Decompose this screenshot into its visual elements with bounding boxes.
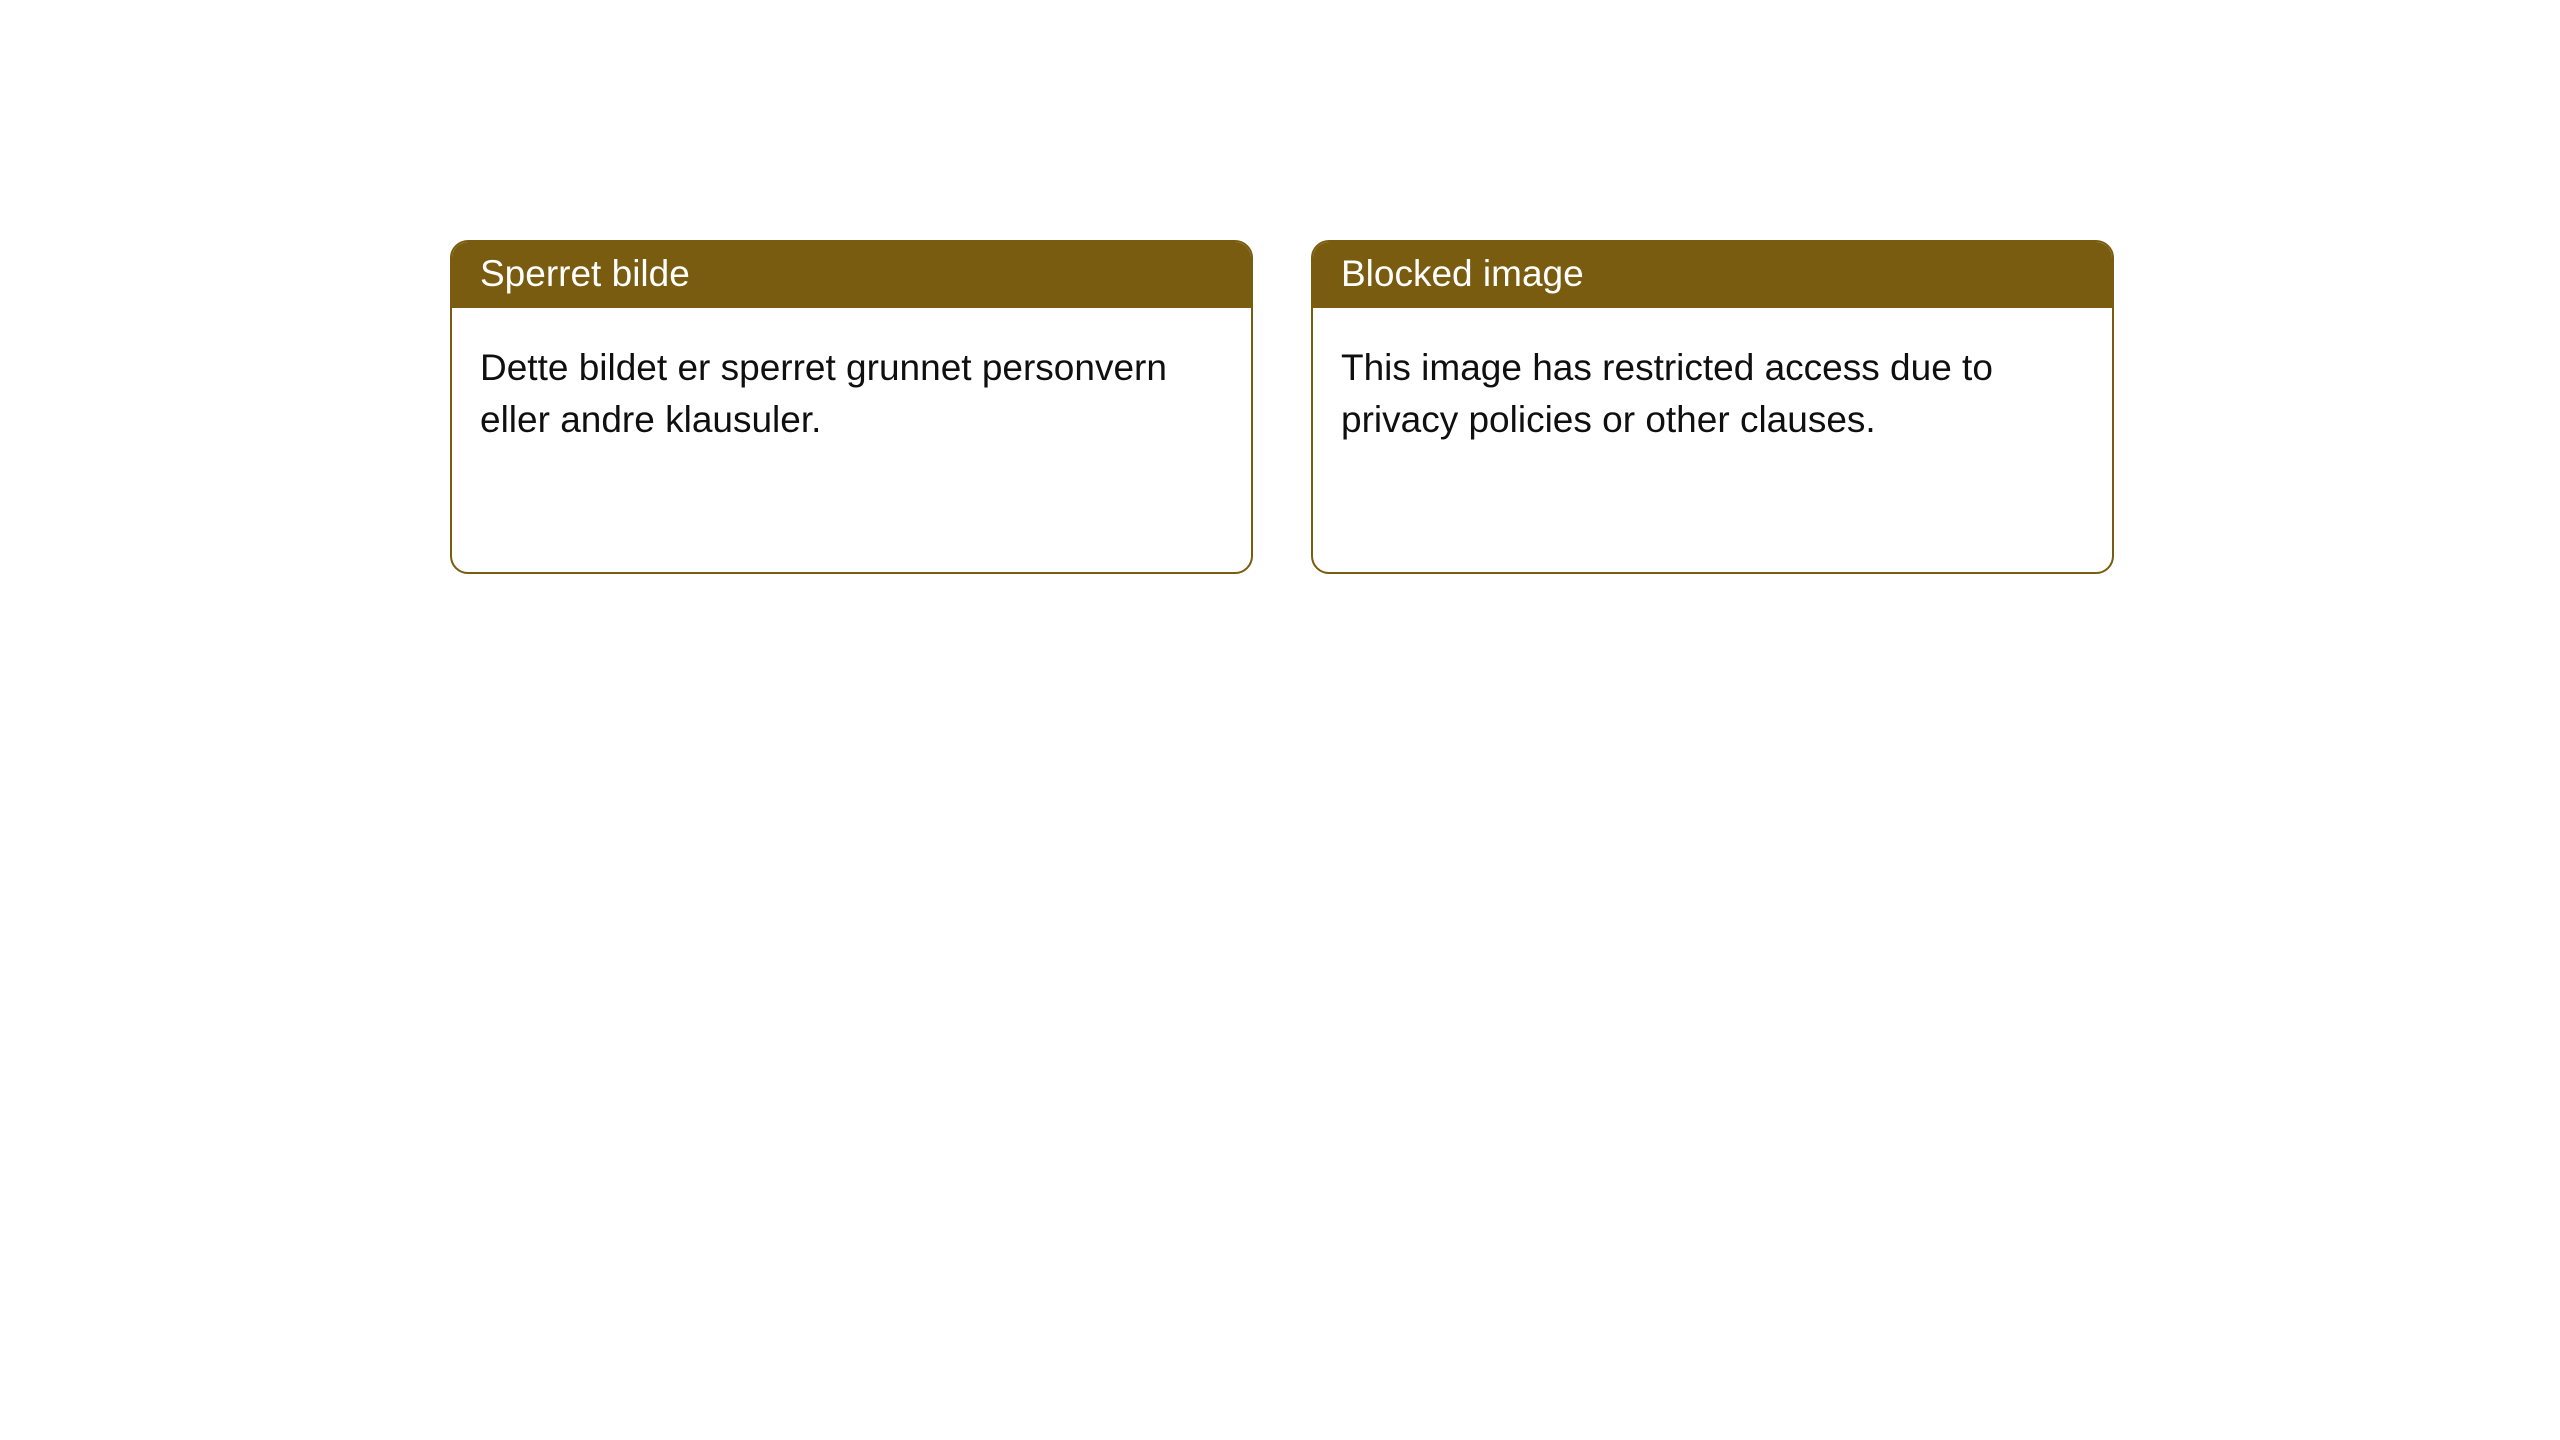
notice-header: Sperret bilde xyxy=(452,242,1251,308)
notice-container: Sperret bilde Dette bildet er sperret gr… xyxy=(0,0,2560,574)
notice-body: Dette bildet er sperret grunnet personve… xyxy=(452,308,1251,474)
notice-body: This image has restricted access due to … xyxy=(1313,308,2112,474)
notice-card-norwegian: Sperret bilde Dette bildet er sperret gr… xyxy=(450,240,1253,574)
notice-header: Blocked image xyxy=(1313,242,2112,308)
notice-card-english: Blocked image This image has restricted … xyxy=(1311,240,2114,574)
